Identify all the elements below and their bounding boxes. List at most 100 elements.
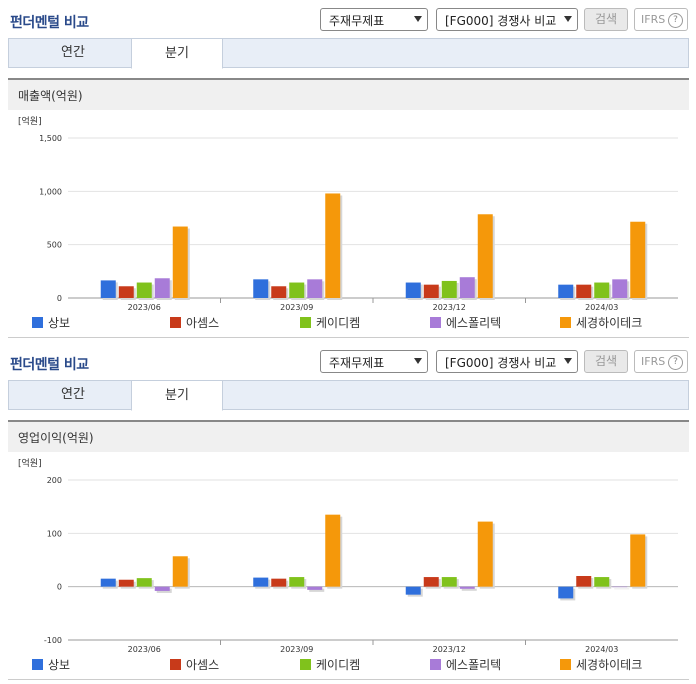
bar-상보[interactable] [100, 280, 116, 298]
statement-type-value: 주재무제표 [329, 356, 385, 370]
bar-에스폴리텍[interactable] [307, 586, 323, 590]
legend-swatch [430, 659, 441, 670]
chevron-down-icon [414, 16, 422, 22]
legend-item[interactable]: 에스폴리텍 [430, 656, 501, 673]
bar-케이디켐[interactable] [594, 282, 610, 298]
legend-item[interactable]: 세경하이테크 [560, 656, 642, 673]
bar-세경하이테크[interactable] [325, 193, 341, 298]
bar-아셈스[interactable] [423, 577, 439, 587]
x-tick-label: 2024/03 [585, 303, 618, 312]
peer-group-select[interactable]: [FG000] 경쟁사 비교 [436, 8, 578, 31]
peer-group-value: [FG000] 경쟁사 비교 [445, 14, 557, 28]
bar-에스폴리텍[interactable] [154, 586, 170, 591]
legend-label: 케이디켐 [316, 658, 361, 672]
legend-label: 상보 [48, 316, 71, 330]
ifrs-button[interactable]: IFRS? [634, 350, 688, 373]
bar-세경하이테크[interactable] [477, 214, 493, 298]
legend-swatch [300, 317, 311, 328]
search-button[interactable]: 검색 [584, 8, 628, 31]
bar-케이디켐[interactable] [289, 577, 305, 587]
bar-shadow [461, 588, 477, 591]
bar-에스폴리텍[interactable] [459, 586, 475, 589]
peer-group-select[interactable]: [FG000] 경쟁사 비교 [436, 350, 578, 373]
bar-상보[interactable] [100, 578, 116, 587]
statement-type-select[interactable]: 주재무제표 [320, 350, 428, 373]
tab-quarterly[interactable]: 분기 [131, 380, 223, 411]
bar-아셈스[interactable] [423, 284, 439, 298]
bar-케이디켐[interactable] [441, 577, 457, 587]
bar-상보[interactable] [253, 279, 269, 298]
period-tabs: 연간 분기 [8, 38, 689, 69]
bar-케이디켐[interactable] [594, 577, 610, 587]
legend-item[interactable]: 상보 [32, 314, 70, 331]
legend-item[interactable]: 에스폴리텍 [430, 314, 501, 331]
chart-box: 영업이익(억원) [억원] -100 0 100 200 2023/06 2023/09 20… [8, 420, 689, 680]
help-icon: ? [668, 355, 683, 370]
period-tabs: 연간 분기 [8, 380, 689, 411]
x-tick-label: 2023/06 [128, 645, 161, 654]
bar-아셈스[interactable] [576, 284, 592, 298]
bar-아셈스[interactable] [271, 578, 287, 587]
bar-상보[interactable] [405, 282, 421, 298]
tab-annual[interactable]: 연간 [61, 387, 85, 402]
legend-item[interactable]: 상보 [32, 656, 70, 673]
tab-quarterly[interactable]: 분기 [131, 38, 223, 69]
chevron-down-icon [414, 358, 422, 364]
bar-에스폴리텍[interactable] [612, 279, 628, 298]
legend-label: 세경하이테크 [576, 316, 643, 330]
legend-item[interactable]: 세경하이테크 [560, 314, 642, 331]
legend-item[interactable]: 아셈스 [170, 314, 219, 331]
bar-세경하이테크[interactable] [325, 514, 341, 587]
legend-label: 에스폴리텍 [446, 316, 502, 330]
ifrs-button[interactable]: IFRS? [634, 8, 688, 31]
bar-세경하이테크[interactable] [172, 556, 188, 587]
bar-상보[interactable] [558, 284, 574, 298]
y-tick-label: 0 [57, 583, 62, 592]
bar-케이디켐[interactable] [289, 282, 305, 298]
legend-swatch [32, 659, 43, 670]
bar-에스폴리텍[interactable] [612, 586, 628, 588]
statement-type-value: 주재무제표 [329, 14, 385, 28]
bar-상보[interactable] [253, 577, 269, 587]
y-tick-label: 1,000 [39, 187, 62, 196]
y-tick-label: 100 [47, 529, 62, 538]
bar-케이디켐[interactable] [441, 280, 457, 298]
bar-케이디켐[interactable] [136, 578, 152, 587]
bar-shadow [309, 588, 325, 592]
bar-아셈스[interactable] [271, 286, 287, 298]
bar-세경하이테크[interactable] [477, 521, 493, 587]
search-button[interactable]: 검색 [584, 350, 628, 373]
legend-item[interactable]: 케이디켐 [300, 314, 360, 331]
legend-swatch [300, 659, 311, 670]
ifrs-label: IFRS [641, 355, 666, 368]
y-tick-label: 200 [47, 476, 62, 485]
bar-상보[interactable] [405, 586, 421, 595]
x-tick-label: 2023/12 [433, 645, 466, 654]
legend-label: 세경하이테크 [576, 658, 643, 672]
legend-label: 상보 [48, 658, 71, 672]
bar-shadow [614, 588, 630, 590]
legend-swatch [430, 317, 441, 328]
bar-세경하이테크[interactable] [172, 226, 188, 298]
bar-에스폴리텍[interactable] [459, 277, 475, 298]
bar-에스폴리텍[interactable] [307, 279, 323, 298]
bar-에스폴리텍[interactable] [154, 278, 170, 298]
legend-item[interactable]: 아셈스 [170, 656, 219, 673]
bar-세경하이테크[interactable] [630, 534, 646, 587]
help-icon: ? [668, 13, 683, 28]
chart-legend: 상보 아셈스 케이디켐 에스폴리텍 세경하이테크 [32, 656, 692, 672]
chevron-down-icon [564, 16, 572, 22]
bar-아셈스[interactable] [576, 576, 592, 587]
bar-케이디켐[interactable] [136, 282, 152, 298]
bar-아셈스[interactable] [118, 579, 134, 587]
bar-세경하이테크[interactable] [630, 221, 646, 298]
chart-title: 영업이익(억원) [8, 422, 689, 452]
bar-상보[interactable] [558, 586, 574, 599]
tab-annual[interactable]: 연간 [61, 45, 85, 60]
bar-아셈스[interactable] [118, 286, 134, 298]
legend-item[interactable]: 케이디켐 [300, 656, 360, 673]
y-tick-label: 0 [57, 294, 62, 303]
x-tick-label: 2023/09 [280, 303, 313, 312]
statement-type-select[interactable]: 주재무제표 [320, 8, 428, 31]
chart-title: 매출액(억원) [8, 80, 689, 110]
